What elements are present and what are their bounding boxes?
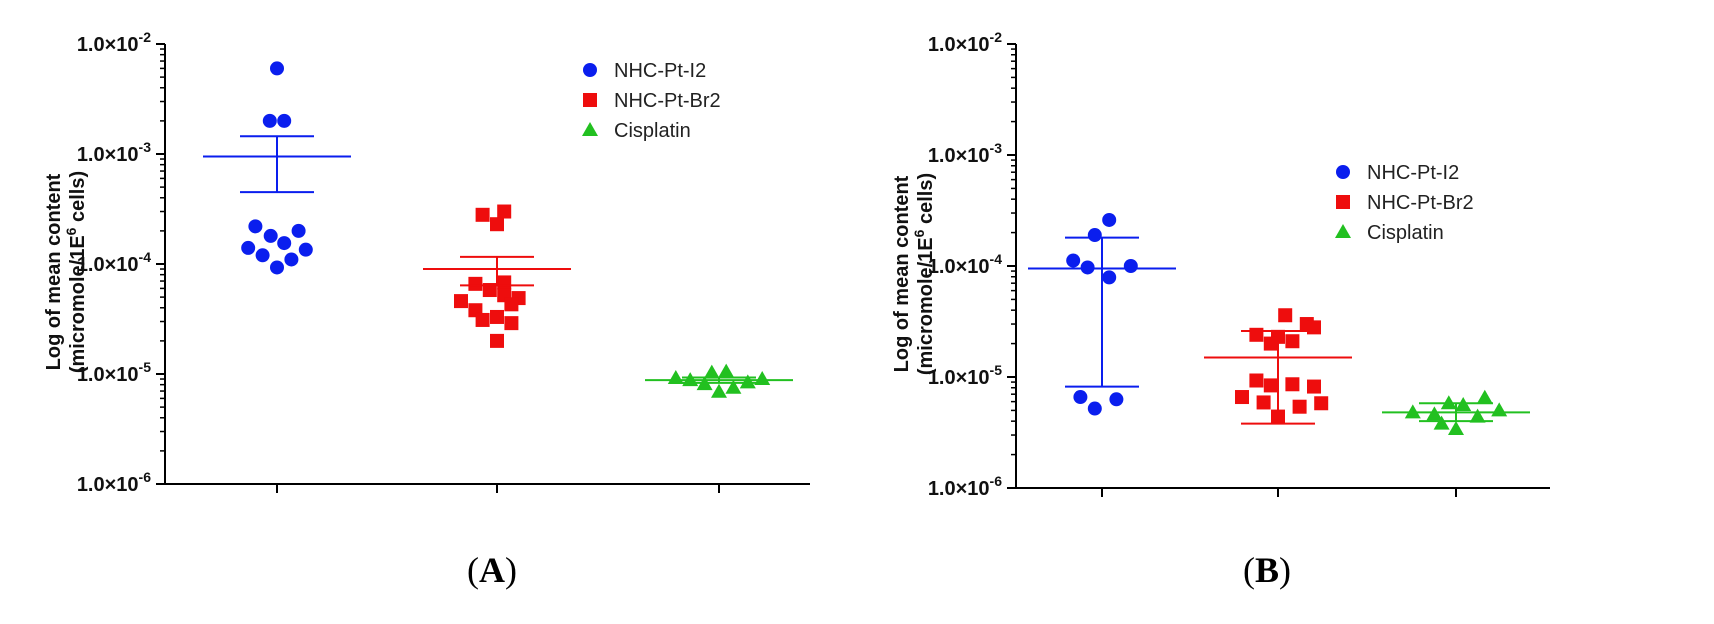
panel-b-legend-label: Cisplatin (1367, 222, 1444, 244)
panel-b-series-nhc-pt-br2 (1204, 308, 1352, 425)
panel-b-point-nhc-pt-br2 (1307, 379, 1321, 394)
panel-b-legend-label: NHC-Pt-I2 (1367, 162, 1459, 184)
panel-a-point-nhc-pt-i2 (277, 113, 292, 128)
panel-b-point-cisplatin (1469, 408, 1486, 423)
panel-b-point-nhc-pt-i2 (1109, 392, 1124, 407)
panel-b-point-nhc-pt-br2 (1314, 396, 1329, 411)
panel-b-legend-marker (1336, 195, 1350, 209)
panel-a-legend-marker (583, 93, 597, 107)
panel-b-point-cisplatin (1433, 415, 1450, 430)
panel-b-ylabel-line1: Log of mean content (891, 175, 913, 372)
panel-a-point-nhc-pt-br2 (504, 316, 519, 331)
panel-a-point-cisplatin (725, 379, 742, 394)
panel-b-ytick-label: 1.0×10-2 (928, 29, 1002, 56)
panel-b-point-nhc-pt-br2 (1278, 308, 1293, 323)
panel-a-point-nhc-pt-br2 (475, 312, 490, 327)
panel-b-point-nhc-pt-br2 (1292, 399, 1307, 414)
panel-b-point-nhc-pt-br2 (1249, 373, 1264, 388)
panel-a-point-cisplatin (739, 374, 756, 389)
panel-b-ytick-label: 1.0×10-5 (928, 362, 1002, 389)
panel-a-legend: NHC-Pt-I2 NHC-Pt-Br2 Cisplatin (582, 60, 721, 142)
panel-b-point-nhc-pt-br2 (1249, 327, 1264, 342)
panel-a-point-nhc-pt-br2 (454, 294, 468, 309)
panel-b-point-cisplatin (1476, 389, 1493, 404)
panel-b-point-nhc-pt-br2 (1263, 336, 1278, 351)
panel-b: 1.0×10-6 1.0×10-5 1.0×10-4 1.0×10-3 1.0×10-2… (891, 29, 1550, 590)
panel-a-point-cisplatin (711, 383, 727, 398)
panel-a-point-cisplatin (667, 369, 684, 384)
panel-b-point-nhc-pt-i2 (1087, 228, 1102, 243)
panel-b-ytick-label: 1.0×10-3 (928, 140, 1002, 167)
panel-b-ytick-label: 1.0×10-4 (928, 251, 1002, 278)
panel-a-point-nhc-pt-br2 (482, 283, 497, 298)
panel-a-point-nhc-pt-i2 (241, 240, 256, 255)
panel-b-point-nhc-pt-br2 (1235, 390, 1249, 405)
panel-a-series-cisplatin (645, 363, 793, 398)
panel-b-point-nhc-pt-br2 (1285, 377, 1300, 392)
panel-a-point-nhc-pt-i2 (248, 219, 263, 234)
panel-a-label: (A) (467, 550, 517, 590)
panel-b-point-nhc-pt-i2 (1087, 401, 1102, 416)
panel-a-point-cisplatin (754, 371, 771, 386)
panel-a-point-nhc-pt-br2 (504, 297, 519, 312)
panel-a-series-nhc-pt-br2 (423, 204, 571, 348)
panel-a-point-nhc-pt-br2 (490, 333, 504, 348)
panel-b-point-nhc-pt-br2 (1263, 378, 1278, 393)
panel-a-point-nhc-pt-i2 (263, 228, 278, 243)
panel-b-point-nhc-pt-br2 (1285, 334, 1300, 349)
panel-a: 1.0×10-61.0×10-51.0×10-41.0×10-31.0×10-2… (43, 29, 810, 590)
panel-b-point-cisplatin (1491, 402, 1508, 417)
panel-a-point-cisplatin (718, 363, 735, 378)
panel-a-ytick-label: 1.0×10-6 (77, 469, 151, 496)
panel-a-legend-label: NHC-Pt-I2 (614, 60, 706, 82)
panel-a-point-nhc-pt-br2 (497, 204, 512, 219)
panel-b-legend-marker (1336, 165, 1350, 179)
panel-a-point-nhc-pt-i2 (270, 61, 284, 76)
panel-a-point-nhc-pt-i2 (255, 248, 270, 263)
panel-a-point-nhc-pt-i2 (262, 113, 277, 128)
panel-b-point-cisplatin (1448, 421, 1464, 436)
panel-b-ylabel-line2: (micromole/1E6 cells) (911, 173, 937, 375)
panel-a-point-cisplatin (703, 364, 720, 379)
panel-b-point-nhc-pt-i2 (1066, 253, 1081, 268)
panel-b-point-nhc-pt-i2 (1123, 259, 1138, 273)
panel-a-ytick-label: 1.0×10-2 (77, 29, 151, 56)
panel-b-point-cisplatin (1426, 406, 1443, 421)
panel-a-ytick-label: 1.0×10-3 (77, 139, 151, 166)
panel-a-point-nhc-pt-i2 (284, 252, 299, 267)
panel-a-point-nhc-pt-br2 (497, 275, 512, 290)
panel-a-legend-label: Cisplatin (614, 120, 691, 142)
panel-b-series-nhc-pt-i2 (1028, 212, 1176, 416)
panel-b-point-nhc-pt-i2 (1073, 390, 1088, 405)
panel-a-ylabel-line2: (micromole/1E6 cells) (63, 171, 89, 373)
panel-a-legend-label: NHC-Pt-Br2 (614, 90, 721, 112)
panel-a-series-nhc-pt-i2 (203, 61, 351, 275)
panel-b-series-cisplatin (1382, 389, 1530, 436)
panel-a-point-nhc-pt-i2 (291, 223, 306, 238)
panel-b-legend-label: NHC-Pt-Br2 (1367, 192, 1474, 214)
panel-a-point-nhc-pt-br2 (468, 276, 483, 291)
panel-a-ylabel-line1: Log of mean content (43, 173, 65, 370)
panel-a-legend-marker (583, 63, 597, 77)
panel-b-point-nhc-pt-br2 (1256, 395, 1271, 410)
panel-b-ytick-label: 1.0×10-6 (928, 473, 1002, 500)
panel-b-label: (B) (1243, 550, 1291, 590)
panel-b-point-nhc-pt-i2 (1102, 212, 1117, 227)
panel-a-point-nhc-pt-i2 (277, 236, 292, 251)
panel-b-point-nhc-pt-br2 (1307, 320, 1321, 335)
panel-b-legend: NHC-Pt-I2 NHC-Pt-Br2 Cisplatin (1335, 162, 1474, 244)
panel-a-legend-marker (582, 122, 598, 136)
panel-a-point-nhc-pt-br2 (475, 207, 490, 222)
panel-a-point-nhc-pt-i2 (298, 242, 313, 257)
panel-a-point-nhc-pt-i2 (270, 260, 284, 275)
panel-a-point-nhc-pt-br2 (490, 217, 504, 232)
panel-b-point-nhc-pt-i2 (1102, 270, 1117, 285)
panel-a-point-nhc-pt-br2 (490, 309, 504, 324)
panel-b-legend-marker (1335, 224, 1351, 238)
panel-b-point-nhc-pt-i2 (1080, 260, 1095, 275)
